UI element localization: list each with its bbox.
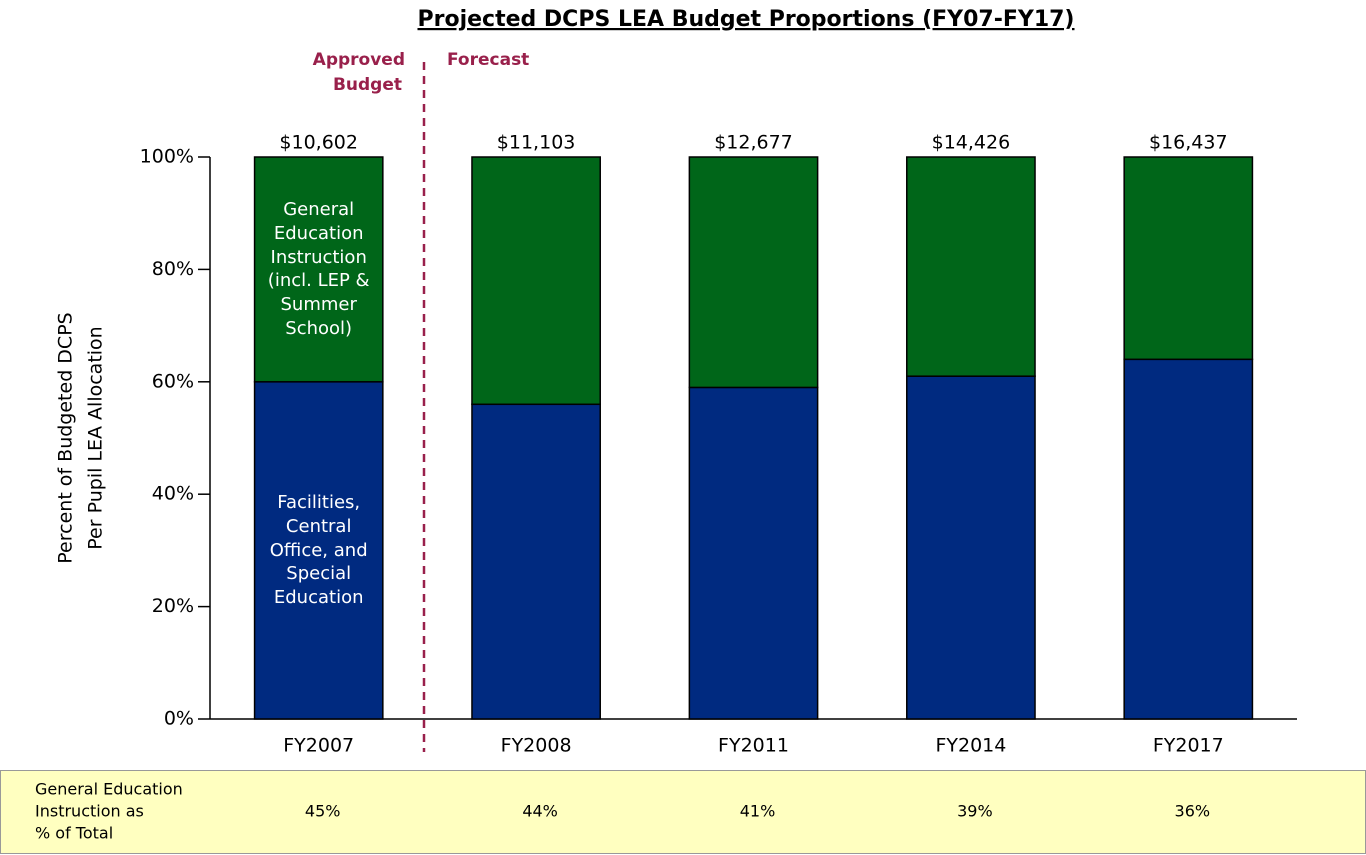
- x-tick-label: FY2011: [718, 735, 789, 757]
- table-cell: 44%: [522, 802, 558, 821]
- annotation: Approved: [313, 50, 405, 70]
- segment-label: Facilities, Central Office, and Special …: [269, 492, 368, 609]
- x-tick-label: FY2014: [935, 735, 1006, 757]
- bar-segment: [688, 386, 819, 720]
- annotation: Forecast: [447, 50, 529, 70]
- y-tick-label: 20%: [152, 595, 194, 617]
- chart-title: Projected DCPS LEA Budget Proportions (F…: [417, 7, 1074, 32]
- x-tick-label: FY2007: [283, 735, 354, 757]
- table-cell: 41%: [740, 802, 776, 821]
- total-label: $16,437: [1149, 132, 1228, 154]
- total-label: $11,103: [497, 132, 576, 154]
- y-axis-label: Percent of Budgeted DCPS Per Pupil LEA A…: [55, 312, 107, 563]
- bar-segment: [471, 403, 601, 720]
- y-tick-label: 40%: [152, 483, 194, 505]
- bar-segment: [1123, 156, 1254, 361]
- x-tick-label: FY2017: [1153, 735, 1224, 757]
- table-cell: 39%: [957, 802, 993, 821]
- bar-segment: [1123, 358, 1254, 720]
- bar-segment: [906, 375, 1036, 720]
- table-box: [0, 770, 1366, 854]
- bar-segment: [688, 156, 819, 389]
- total-label: $12,677: [714, 132, 793, 154]
- y-tick-label: 0%: [164, 708, 194, 730]
- x-tick-label: FY2008: [501, 735, 572, 757]
- y-tick-label: 80%: [152, 258, 194, 280]
- table-cell: 36%: [1175, 802, 1211, 821]
- table-label: % of Total: [35, 824, 113, 843]
- bar-segment: [471, 156, 601, 406]
- table-cell: 45%: [305, 802, 341, 821]
- y-tick-label: 100%: [140, 146, 194, 168]
- annotation: Budget: [333, 75, 402, 95]
- bar-segment: [906, 156, 1036, 377]
- segment-label: General Education Instruction (incl. LEP…: [267, 199, 370, 339]
- table-label: General Education: [35, 780, 183, 799]
- bar-segment: [253, 156, 384, 383]
- y-label-line: Per Pupil LEA Allocation: [85, 326, 107, 549]
- table-label: Instruction as: [35, 802, 144, 821]
- total-label: $10,602: [279, 132, 358, 154]
- y-tick-label: 60%: [152, 370, 194, 392]
- total-label: $14,426: [932, 132, 1011, 154]
- y-label-line: Percent of Budgeted DCPS: [55, 312, 77, 563]
